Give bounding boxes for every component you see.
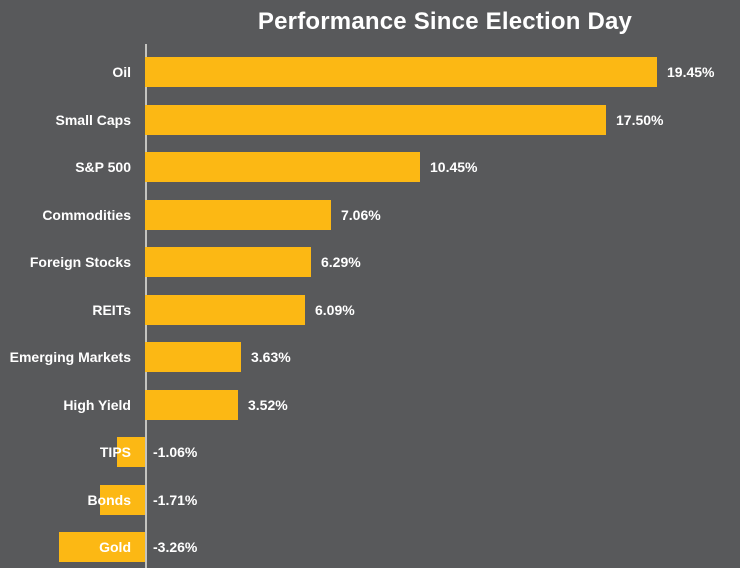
- value-label: 3.63%: [251, 349, 291, 365]
- bar: [145, 295, 305, 325]
- value-label: -1.71%: [153, 492, 198, 508]
- bar: [145, 152, 420, 182]
- category-label: TIPS: [99, 444, 131, 460]
- value-label: 7.06%: [341, 207, 381, 223]
- category-label: Commodities: [42, 207, 131, 223]
- bar: [59, 532, 145, 562]
- bar: [145, 390, 238, 420]
- value-label: 6.09%: [315, 302, 355, 318]
- chart-title: Performance Since Election Day: [257, 8, 633, 35]
- bar: [145, 342, 241, 372]
- bar: [145, 247, 311, 277]
- bar: [100, 485, 145, 515]
- category-label: S&P 500: [75, 159, 131, 175]
- category-label: REITs: [92, 302, 131, 318]
- value-label: 3.52%: [248, 397, 288, 413]
- category-label: Gold: [99, 539, 131, 555]
- bar: [117, 437, 145, 467]
- value-label: 6.29%: [321, 254, 361, 270]
- category-label: Emerging Markets: [9, 349, 131, 365]
- value-label: 10.45%: [430, 159, 478, 175]
- bar: [145, 105, 606, 135]
- category-label: Small Caps: [55, 112, 131, 128]
- value-label: 17.50%: [616, 112, 664, 128]
- bar: [145, 200, 331, 230]
- category-label: Bonds: [87, 492, 131, 508]
- bar: [145, 57, 657, 87]
- category-label: High Yield: [63, 397, 131, 413]
- category-label: Foreign Stocks: [29, 254, 131, 270]
- category-label: Oil: [112, 64, 131, 80]
- value-label: -3.26%: [153, 539, 198, 555]
- value-label: -1.06%: [153, 444, 198, 460]
- value-label: 19.45%: [667, 64, 715, 80]
